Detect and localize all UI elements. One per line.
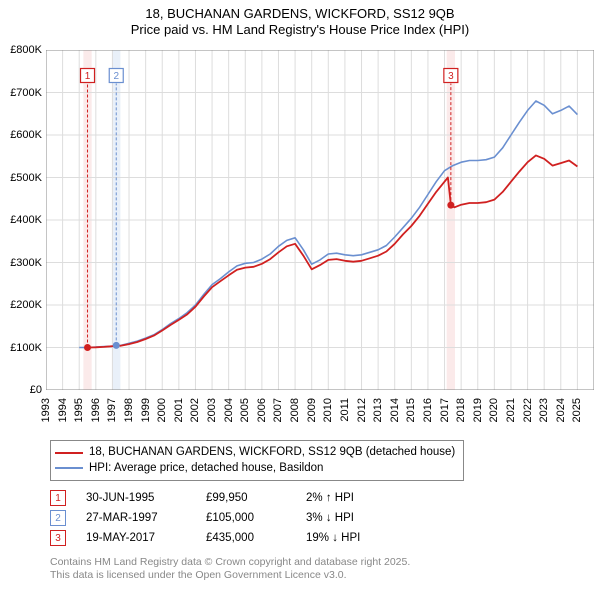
x-tick-label: 1995 bbox=[73, 398, 85, 422]
x-tick-label: 2019 bbox=[472, 398, 484, 422]
x-tick-label: 2022 bbox=[522, 398, 534, 422]
y-tick-label: £0 bbox=[30, 384, 42, 396]
x-tick-label: 2014 bbox=[389, 398, 401, 422]
sale-point bbox=[84, 344, 91, 351]
y-tick-label: £400K bbox=[10, 214, 42, 226]
sales-row: 3 19-MAY-2017£435,00019% ↓ HPI bbox=[50, 528, 416, 548]
x-tick-label: 2016 bbox=[422, 398, 434, 422]
sale-date: 19-MAY-2017 bbox=[86, 532, 206, 544]
sale-flag-number: 1 bbox=[85, 71, 91, 82]
sale-point bbox=[447, 202, 454, 209]
legend-swatch bbox=[55, 452, 83, 454]
sale-price: £99,950 bbox=[206, 492, 306, 504]
chart-title-2: Price paid vs. HM Land Registry's House … bbox=[0, 22, 600, 38]
x-tick-label: 2021 bbox=[505, 398, 517, 422]
x-tick-label: 2025 bbox=[571, 398, 583, 422]
sale-marker: 2 bbox=[50, 510, 66, 526]
sale-marker: 3 bbox=[50, 530, 66, 546]
footer-attribution: Contains HM Land Registry data © Crown c… bbox=[50, 556, 592, 582]
x-tick-label: 2005 bbox=[239, 398, 251, 422]
x-tick-label: 1997 bbox=[106, 398, 118, 422]
sale-point bbox=[113, 342, 120, 349]
y-tick-label: £200K bbox=[10, 299, 42, 311]
legend-label: HPI: Average price, detached house, Basi… bbox=[89, 461, 323, 477]
x-tick-label: 2008 bbox=[289, 398, 301, 422]
x-tick-label: 2010 bbox=[322, 398, 334, 422]
sale-delta: 3% ↓ HPI bbox=[306, 512, 416, 524]
y-tick-label: £500K bbox=[10, 172, 42, 184]
x-tick-label: 2023 bbox=[538, 398, 550, 422]
footer-line-1: Contains HM Land Registry data © Crown c… bbox=[50, 556, 592, 569]
x-tick-label: 2006 bbox=[256, 398, 268, 422]
x-tick-label: 2002 bbox=[189, 398, 201, 422]
sale-marker: 1 bbox=[50, 490, 66, 506]
x-tick-label: 2018 bbox=[455, 398, 467, 422]
sale-delta: 19% ↓ HPI bbox=[306, 532, 416, 544]
x-tick-label: 1998 bbox=[123, 398, 135, 422]
x-tick-label: 2012 bbox=[356, 398, 368, 422]
y-tick-label: £700K bbox=[10, 87, 42, 99]
footer-line-2: This data is licensed under the Open Gov… bbox=[50, 569, 592, 582]
y-tick-label: £100K bbox=[10, 342, 42, 354]
y-tick-label: £300K bbox=[10, 257, 42, 269]
legend: 18, BUCHANAN GARDENS, WICKFORD, SS12 9QB… bbox=[50, 440, 464, 481]
sales-row: 2 27-MAR-1997£105,0003% ↓ HPI bbox=[50, 508, 416, 528]
chart-title-1: 18, BUCHANAN GARDENS, WICKFORD, SS12 9QB bbox=[0, 6, 600, 22]
sale-price: £435,000 bbox=[206, 532, 306, 544]
x-tick-label: 2015 bbox=[405, 398, 417, 422]
x-tick-label: 1999 bbox=[140, 398, 152, 422]
sale-flag-number: 2 bbox=[113, 71, 119, 82]
x-tick-label: 2007 bbox=[272, 398, 284, 422]
y-tick-label: £600K bbox=[10, 129, 42, 141]
x-tick-label: 2009 bbox=[306, 398, 318, 422]
sale-date: 27-MAR-1997 bbox=[86, 512, 206, 524]
sale-flag-number: 3 bbox=[448, 71, 454, 82]
x-tick-label: 2001 bbox=[173, 398, 185, 422]
x-tick-label: 1993 bbox=[40, 398, 52, 422]
legend-swatch bbox=[55, 467, 83, 469]
chart-svg: 1 2 3 bbox=[46, 50, 594, 390]
x-tick-label: 2024 bbox=[555, 398, 567, 422]
sale-price: £105,000 bbox=[206, 512, 306, 524]
legend-row: 18, BUCHANAN GARDENS, WICKFORD, SS12 9QB… bbox=[55, 445, 455, 461]
x-tick-label: 2004 bbox=[223, 398, 235, 422]
sale-date: 30-JUN-1995 bbox=[86, 492, 206, 504]
y-axis-labels: £0£100K£200K£300K£400K£500K£600K£700K£80… bbox=[0, 50, 46, 390]
x-axis-labels: 1993199419951996199719981999200020012002… bbox=[46, 394, 594, 444]
x-tick-label: 2017 bbox=[439, 398, 451, 422]
y-tick-label: £800K bbox=[10, 44, 42, 56]
sale-delta: 2% ↑ HPI bbox=[306, 492, 416, 504]
x-tick-label: 2011 bbox=[339, 398, 351, 422]
x-tick-label: 2000 bbox=[156, 398, 168, 422]
x-tick-label: 1994 bbox=[57, 398, 69, 422]
legend-row: HPI: Average price, detached house, Basi… bbox=[55, 461, 455, 477]
x-tick-label: 2003 bbox=[206, 398, 218, 422]
legend-label: 18, BUCHANAN GARDENS, WICKFORD, SS12 9QB… bbox=[89, 445, 455, 461]
chart-plot-area: 1 2 3 bbox=[46, 50, 594, 390]
x-tick-label: 2020 bbox=[488, 398, 500, 422]
series-price_paid bbox=[88, 155, 578, 347]
sales-table: 1 30-JUN-1995£99,9502% ↑ HPI 2 27-MAR-1997£… bbox=[50, 488, 416, 548]
sales-row: 1 30-JUN-1995£99,9502% ↑ HPI bbox=[50, 488, 416, 508]
x-tick-label: 1996 bbox=[90, 398, 102, 422]
x-tick-label: 2013 bbox=[372, 398, 384, 422]
